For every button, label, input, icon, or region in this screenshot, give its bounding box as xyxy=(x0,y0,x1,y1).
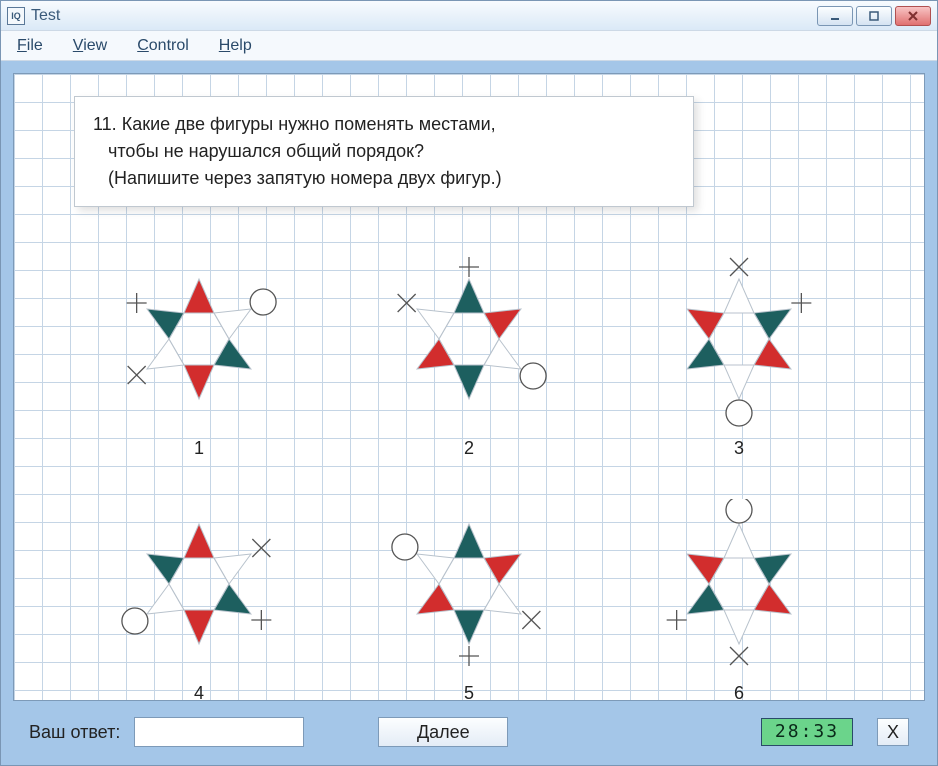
menu-help[interactable]: Help xyxy=(215,35,256,57)
figure-1: 1 xyxy=(109,254,289,459)
figure-label: 1 xyxy=(109,438,289,459)
question-line3: (Напишите через запятую номера двух фигу… xyxy=(108,168,502,188)
figure-4: 4 xyxy=(109,499,289,701)
figure-5: 5 xyxy=(379,499,559,701)
menu-view[interactable]: View xyxy=(69,35,111,57)
client-area: 11. Какие две фигуры нужно поменять мест… xyxy=(1,61,937,765)
question-line1: Какие две фигуры нужно поменять местами, xyxy=(122,114,496,134)
titlebar: IQ Test xyxy=(1,1,937,31)
figure-row-2: 4 5 6 xyxy=(14,499,924,701)
maximize-button[interactable] xyxy=(856,6,892,26)
question-number: 11. xyxy=(93,114,117,134)
answer-label: Ваш ответ: xyxy=(29,722,120,743)
menu-control[interactable]: Control xyxy=(133,35,193,57)
figure-row-1: 1 2 3 xyxy=(14,254,924,459)
question-line2: чтобы не нарушался общий порядок? xyxy=(108,141,424,161)
figure-6: 6 xyxy=(649,499,829,701)
close-button[interactable] xyxy=(895,6,931,26)
app-window: IQ Test File View Control Help 11. Какие… xyxy=(0,0,938,766)
answer-input[interactable] xyxy=(134,717,304,747)
timer-display: 28:33 xyxy=(761,718,853,746)
window-title: Test xyxy=(31,7,817,25)
figure-label: 6 xyxy=(649,683,829,701)
question-canvas: 11. Какие две фигуры нужно поменять мест… xyxy=(13,73,925,701)
next-button[interactable]: Далее xyxy=(378,717,508,747)
figure-label: 3 xyxy=(649,438,829,459)
figures-container: 1 2 3 4 5 xyxy=(14,254,924,701)
figure-2: 2 xyxy=(379,254,559,459)
question-text-box: 11. Какие две фигуры нужно поменять мест… xyxy=(74,96,694,207)
minimize-button[interactable] xyxy=(817,6,853,26)
figure-label: 5 xyxy=(379,683,559,701)
figure-label: 2 xyxy=(379,438,559,459)
abort-button[interactable]: X xyxy=(877,718,909,746)
figure-3: 3 xyxy=(649,254,829,459)
figure-label: 4 xyxy=(109,683,289,701)
app-icon: IQ xyxy=(7,7,25,25)
bottom-bar: Ваш ответ: Далее 28:33 X xyxy=(13,711,925,753)
window-controls xyxy=(817,6,931,26)
menubar: File View Control Help xyxy=(1,31,937,61)
menu-file[interactable]: File xyxy=(13,35,47,57)
